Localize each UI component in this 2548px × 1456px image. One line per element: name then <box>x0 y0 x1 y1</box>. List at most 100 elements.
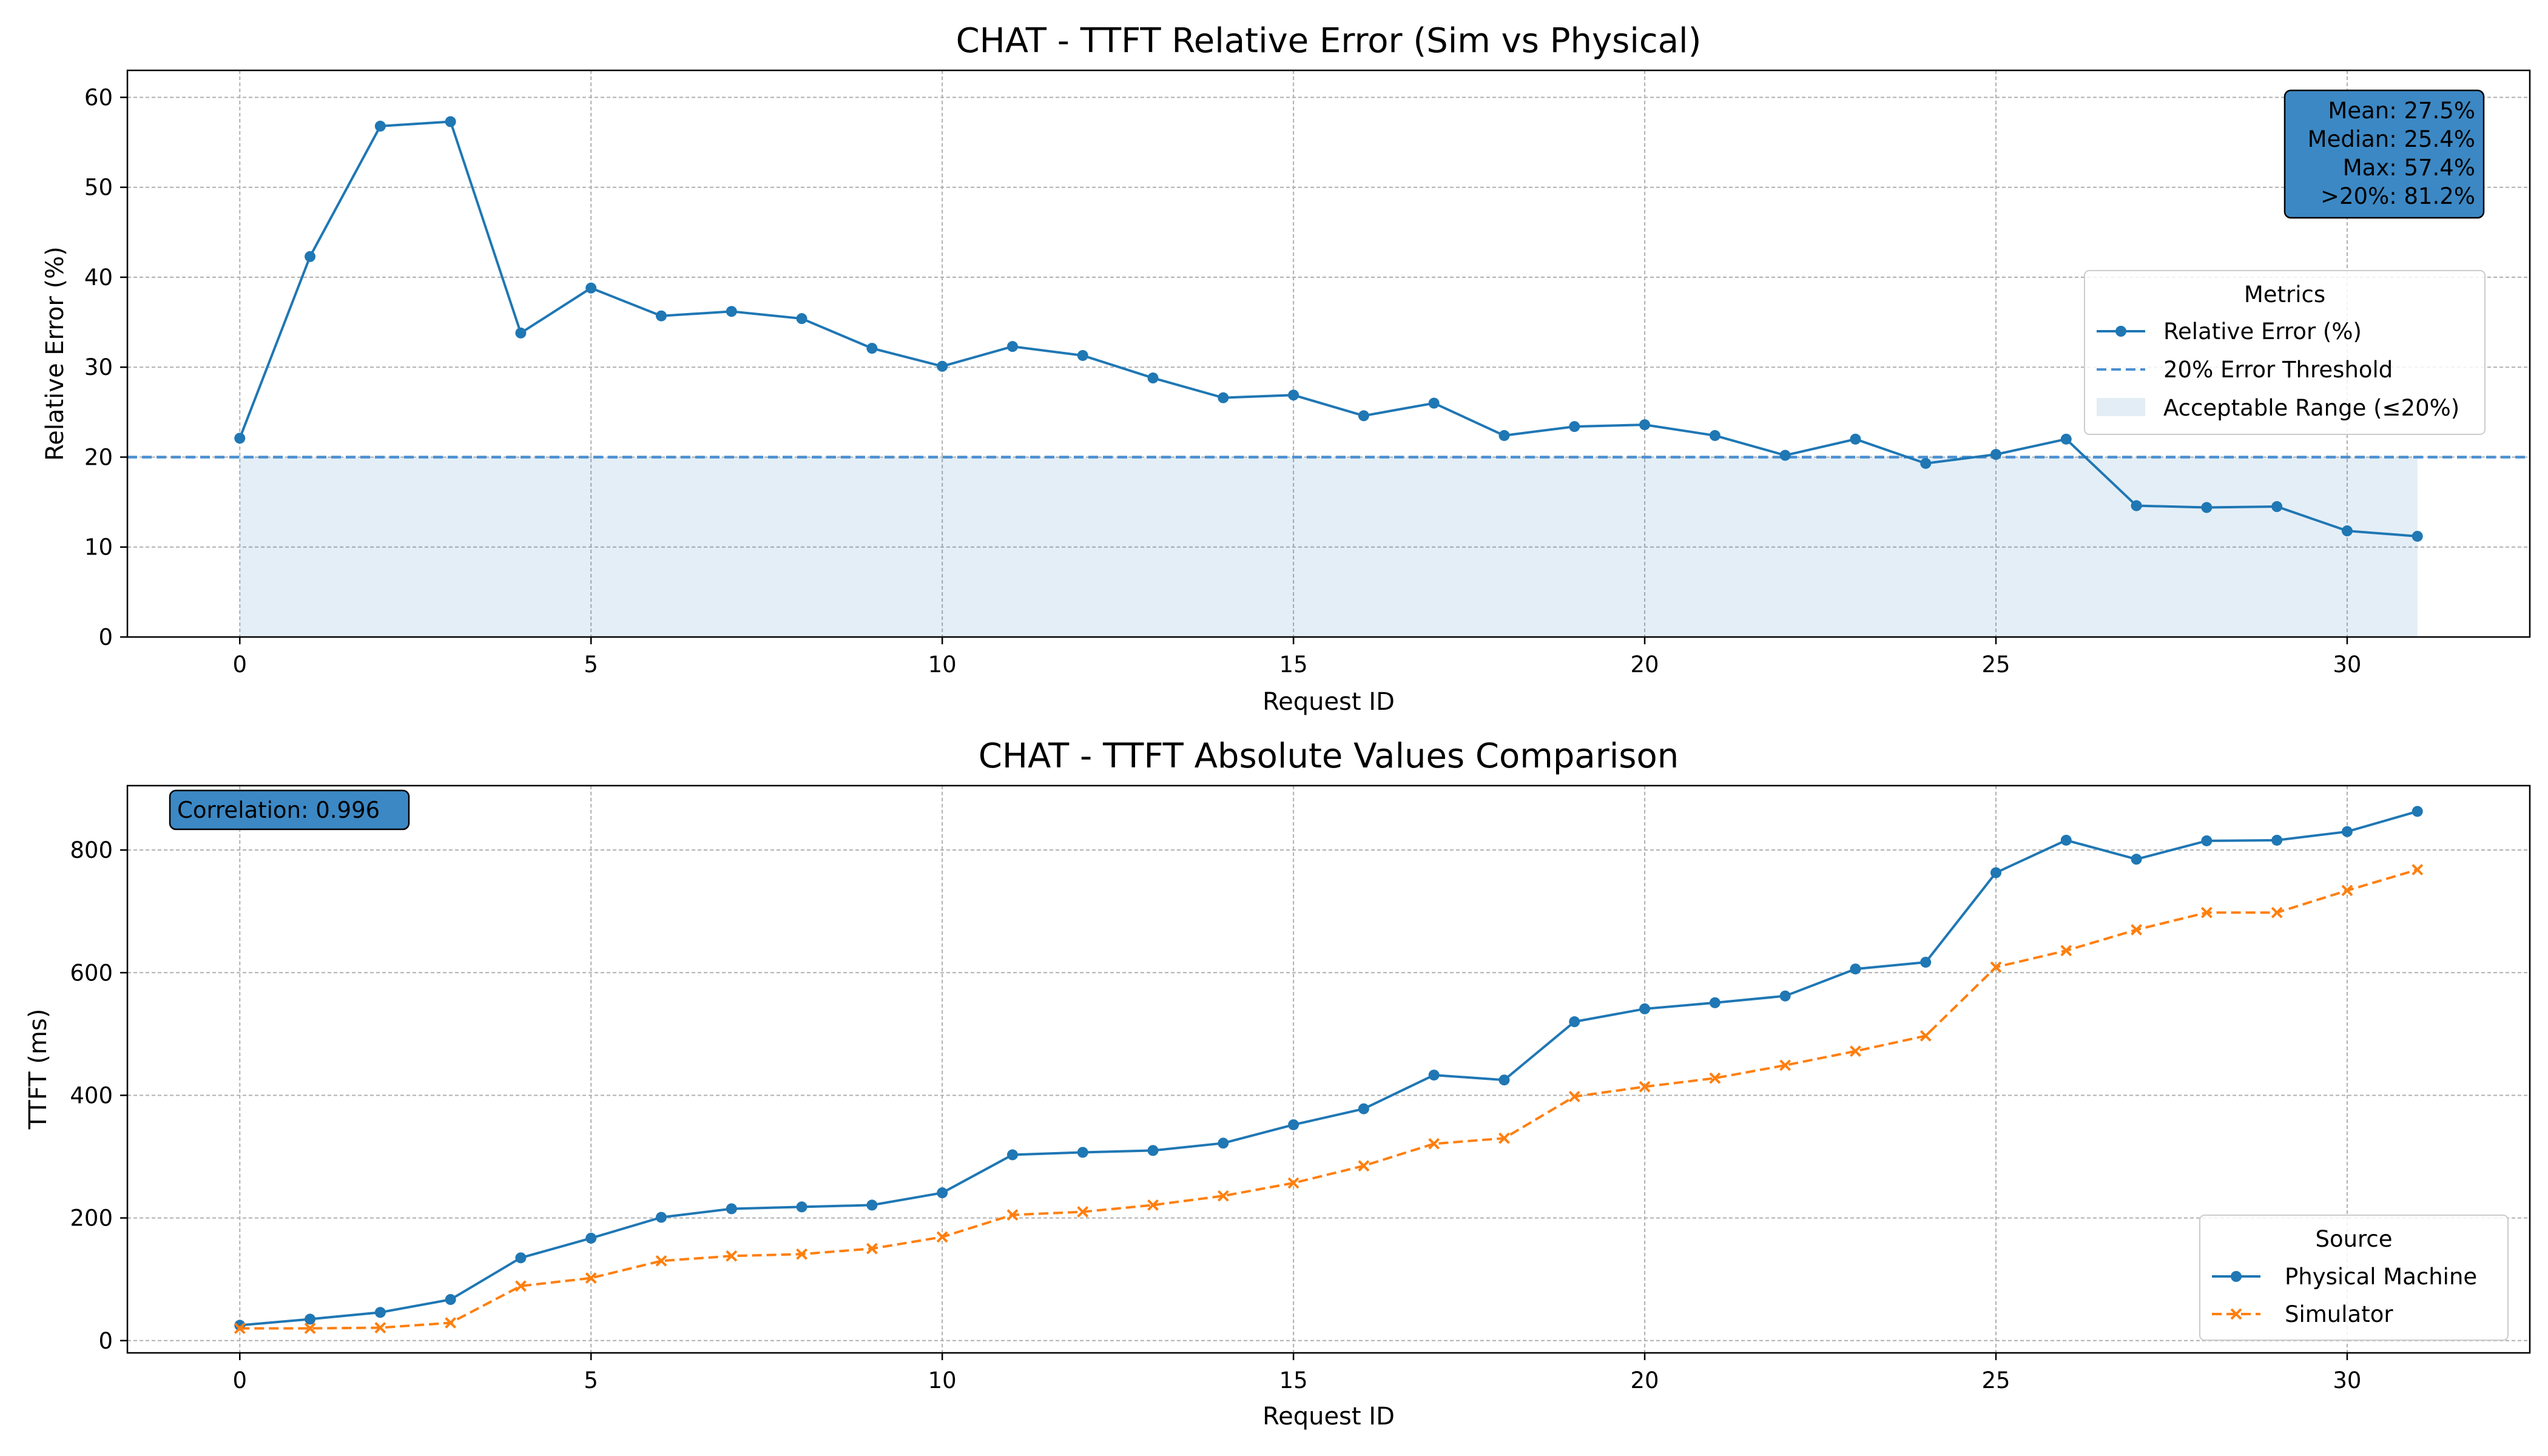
data-point <box>234 433 246 444</box>
data-point <box>2200 906 2213 918</box>
data-point <box>305 251 316 262</box>
data-point <box>374 120 386 132</box>
legend: Source Physical Machine Simulator <box>2199 1215 2509 1341</box>
data-point <box>1709 1072 1721 1084</box>
legend-item-threshold: 20% Error Threshold <box>2097 357 2393 383</box>
absolute-values-chart: CHAT - TTFT Absolute Values Comparison 0… <box>24 736 2531 1431</box>
y-tick-label: 800 <box>70 837 113 863</box>
data-point <box>445 1317 457 1329</box>
data-point <box>1569 1016 1580 1028</box>
data-point <box>1358 1160 1370 1172</box>
legend-item-physical-machine: Physical Machine <box>2212 1264 2477 1290</box>
x-tick-label: 10 <box>928 1367 957 1394</box>
data-point <box>1779 990 1791 1002</box>
data-point <box>2060 433 2072 445</box>
y-tick-label: 600 <box>70 960 113 986</box>
data-point <box>2131 854 2142 865</box>
y-tick-label: 30 <box>84 354 113 380</box>
y-tick-label: 400 <box>70 1082 113 1108</box>
data-point <box>1006 1209 1019 1221</box>
y-axis-label: Relative Error (%) <box>41 246 69 460</box>
legend-title: Metrics <box>2244 281 2325 308</box>
x-tick-label: 20 <box>1631 652 1659 678</box>
data-point <box>515 1280 527 1292</box>
data-point <box>1990 449 2001 460</box>
data-point <box>1006 341 1018 352</box>
legend-label: Simulator <box>2285 1301 2393 1327</box>
data-point <box>515 1252 527 1264</box>
data-point <box>2412 806 2423 817</box>
y-tick-label: 10 <box>84 534 113 561</box>
data-point <box>1990 867 2001 878</box>
data-point <box>1428 397 1440 409</box>
x-tick-label: 25 <box>1981 652 2010 678</box>
data-point <box>1498 430 1510 441</box>
y-tick-label: 200 <box>70 1205 113 1232</box>
data-point <box>2131 500 2142 511</box>
legend-item-simulator: Simulator <box>2212 1301 2393 1327</box>
data-point <box>2412 530 2423 542</box>
legend-label: Physical Machine <box>2285 1264 2477 1290</box>
legend-label: Acceptable Range (≤20%) <box>2163 395 2459 421</box>
data-point <box>2341 885 2353 897</box>
correlation-box: Correlation: 0.996 <box>169 789 410 831</box>
data-point <box>2201 502 2213 513</box>
data-point <box>1147 1145 1159 1156</box>
data-point <box>2271 906 2283 918</box>
data-point <box>1568 1091 1580 1102</box>
data-point <box>1077 1147 1088 1158</box>
data-point <box>1569 421 1580 433</box>
data-point <box>1428 1138 1440 1150</box>
stats-mean: Mean: 27.5% <box>2328 98 2475 124</box>
data-point <box>726 1203 737 1215</box>
data-point <box>866 343 878 354</box>
data-point <box>937 360 948 372</box>
data-point <box>796 313 807 325</box>
data-point <box>1498 1132 1510 1144</box>
data-point <box>866 1199 878 1211</box>
plot-frame <box>126 69 2531 638</box>
data-point <box>445 1294 456 1306</box>
data-point <box>1920 957 1932 968</box>
data-point <box>1147 372 1159 384</box>
data-point <box>2341 826 2353 837</box>
data-point <box>1850 1045 1861 1057</box>
x-axis-label: Request ID <box>1262 1403 1395 1431</box>
series-line <box>240 868 2418 1330</box>
x-tick-label: 25 <box>1981 1367 2010 1394</box>
data-point <box>2341 525 2353 537</box>
data-point <box>1990 961 2002 973</box>
chart-title: CHAT - TTFT Relative Error (Sim vs Physi… <box>956 21 1702 61</box>
data-point <box>866 1242 878 1255</box>
data-point <box>1077 349 1088 361</box>
data-point <box>1147 1199 1159 1211</box>
data-point <box>656 1212 667 1223</box>
y-tick-label: 50 <box>84 175 113 201</box>
stats-median: Median: 25.4% <box>2308 126 2475 152</box>
correlation-text: Correlation: 0.996 <box>177 797 380 823</box>
x-tick-label: 20 <box>1631 1367 1659 1394</box>
data-point <box>585 282 597 294</box>
x-tick-label: 5 <box>584 1367 598 1394</box>
data-point <box>936 1231 948 1243</box>
y-tick-label: 0 <box>98 1328 113 1354</box>
data-point <box>2201 835 2213 846</box>
data-point <box>1218 392 1229 403</box>
y-tick-label: 40 <box>84 265 113 291</box>
x-tick-label: 15 <box>1279 652 1308 678</box>
x-tick-label: 0 <box>232 652 247 678</box>
stats-above-threshold: >20%: 81.2% <box>2320 183 2475 209</box>
data-point <box>374 1322 386 1333</box>
data-point <box>2060 945 2072 957</box>
data-point <box>796 1248 807 1260</box>
data-point <box>585 1232 597 1244</box>
legend-item-relative-error: Relative Error (%) <box>2097 318 2362 345</box>
x-tick-label: 5 <box>584 652 598 678</box>
x-axis-label: Request ID <box>1262 688 1395 716</box>
data-point <box>1920 457 1932 469</box>
x-tick-label: 10 <box>928 652 957 678</box>
series-line <box>240 810 2418 1327</box>
data-point <box>726 1250 738 1262</box>
data-point <box>445 116 456 127</box>
